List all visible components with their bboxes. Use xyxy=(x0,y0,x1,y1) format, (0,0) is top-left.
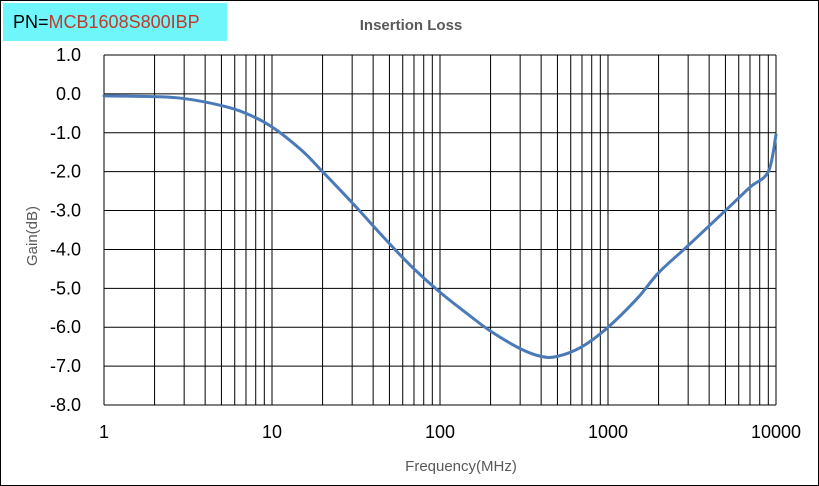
x-tick-label: 10000 xyxy=(751,422,801,442)
y-tick-label: -2.0 xyxy=(50,162,81,182)
y-tick-label: 0.0 xyxy=(56,84,81,104)
y-tick-label: -1.0 xyxy=(50,123,81,143)
y-tick-label: -7.0 xyxy=(50,356,81,376)
y-tick-label: -5.0 xyxy=(50,278,81,298)
y-tick-label: 1.0 xyxy=(56,45,81,65)
part-number-prefix: PN= xyxy=(13,12,49,32)
y-tick-label: -3.0 xyxy=(50,201,81,221)
chart-title: Insertion Loss xyxy=(359,17,463,34)
y-tick-label: -6.0 xyxy=(50,317,81,337)
grid-lines xyxy=(103,54,777,406)
axis-tick-labels: 1 10 100 1000 10000 1.0 0.0 -1.0 -2.0 -3.0 -4.0 -5.… xyxy=(50,45,801,442)
y-axis-label: Gain(dB) xyxy=(24,206,41,266)
x-tick-label: 100 xyxy=(425,422,455,442)
y-tick-label: -8.0 xyxy=(50,395,81,415)
part-number-label: PN=MCB1608S800IBP xyxy=(3,3,227,41)
part-number-value: MCB1608S800IBP xyxy=(48,12,200,32)
x-tick-label: 10 xyxy=(262,422,282,442)
y-tick-label: -4.0 xyxy=(50,239,81,259)
insertion-loss-series-line xyxy=(102,94,778,359)
x-tick-label: 1000 xyxy=(588,422,628,442)
x-axis-label: Frequency(MHz) xyxy=(405,458,517,475)
x-tick-label: 1 xyxy=(99,422,109,442)
